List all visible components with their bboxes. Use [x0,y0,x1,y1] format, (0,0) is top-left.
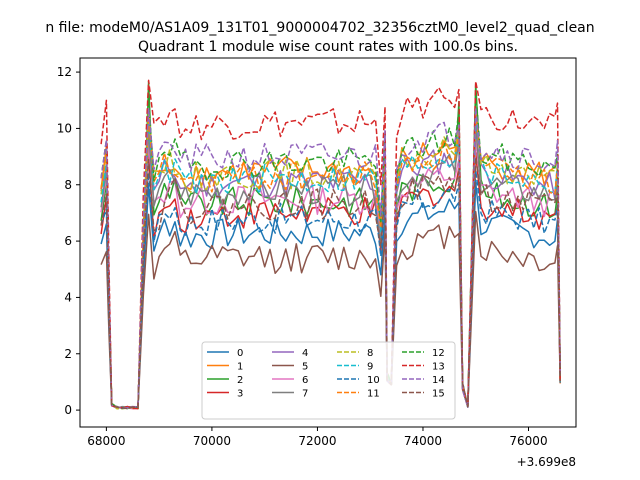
legend-label-11: 11 [367,389,380,400]
legend-label-2: 2 [237,375,243,386]
series-line-12 [100,90,561,409]
legend-label-5: 5 [302,362,308,373]
legend-label-8: 8 [367,348,373,359]
legend-label-9: 9 [367,362,373,373]
legend-label-4: 4 [302,348,308,359]
y-tick-label: 12 [57,65,72,79]
series-line-14 [100,107,561,409]
x-axis-offset-label: +3.699e8 [517,455,576,469]
series-line-9 [100,117,561,410]
legend-label-15: 15 [432,389,445,400]
x-tick-label: 68000 [87,434,125,448]
series-line-13 [100,79,561,410]
y-tick-label: 10 [57,121,72,135]
legend-label-12: 12 [432,348,445,359]
chart-title: Quadrant 1 module wise count rates with … [138,39,518,55]
y-tick-label: 0 [64,403,72,417]
y-tick-label: 8 [64,178,72,192]
x-tick-label: 76000 [509,434,547,448]
axes-frame [79,57,577,428]
legend-label-0: 0 [237,348,243,359]
y-tick-label: 4 [64,290,72,304]
plot-series-group [100,79,561,410]
series-line-5 [100,210,561,410]
y-axis-ticks: 0 2 4 6 8 10 12 [57,65,80,417]
legend-label-10: 10 [367,375,380,386]
legend-label-3: 3 [237,389,243,400]
legend-label-6: 6 [302,375,308,386]
legend-label-7: 7 [302,389,308,400]
legend-box [201,341,456,420]
x-tick-label: 72000 [298,434,336,448]
x-axis-ticks: 68000 70000 72000 74000 76000 [87,427,548,448]
legend-label-14: 14 [432,375,445,386]
figure-suptitle: n file: modeM0/AS1A09_131T01_9000004702_… [45,20,594,36]
legend-label-1: 1 [237,362,243,373]
x-tick-label: 70000 [193,434,231,448]
series-line-10 [100,169,561,410]
y-tick-label: 2 [64,347,72,361]
series-line-15 [100,156,561,410]
series-line-0 [100,181,561,410]
x-tick-label: 74000 [404,434,442,448]
legend-label-13: 13 [432,362,445,373]
y-tick-label: 6 [64,234,72,248]
